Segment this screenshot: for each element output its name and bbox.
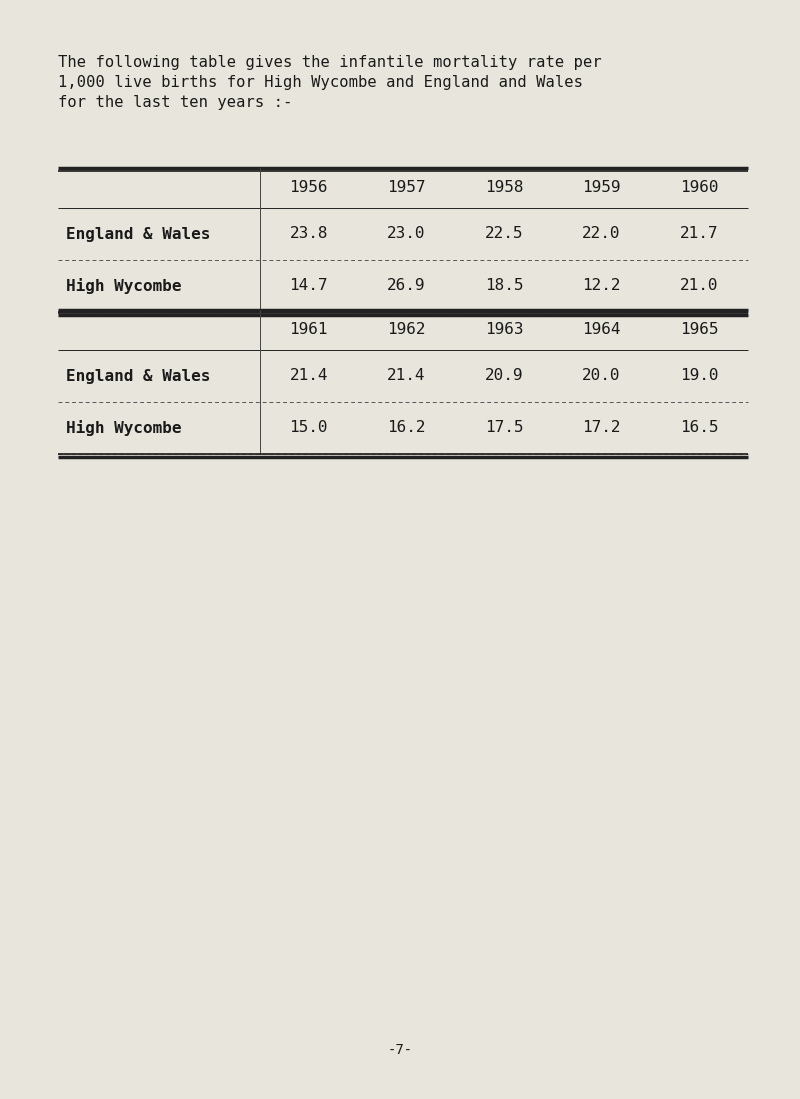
Text: 1964: 1964: [582, 322, 621, 337]
Text: 1957: 1957: [387, 180, 426, 196]
Text: 23.0: 23.0: [387, 226, 426, 242]
Text: England & Wales: England & Wales: [66, 368, 210, 384]
Text: 1965: 1965: [680, 322, 718, 337]
Text: 26.9: 26.9: [387, 278, 426, 293]
Text: High Wycombe: High Wycombe: [66, 278, 182, 295]
Text: 1963: 1963: [485, 322, 523, 337]
Text: 1959: 1959: [582, 180, 621, 196]
Text: 21.0: 21.0: [680, 278, 718, 293]
Text: 1958: 1958: [485, 180, 523, 196]
Text: 18.5: 18.5: [485, 278, 523, 293]
Text: The following table gives the infantile mortality rate per: The following table gives the infantile …: [58, 55, 602, 70]
Text: 16.2: 16.2: [387, 421, 426, 435]
Text: 21.4: 21.4: [387, 368, 426, 384]
Text: 22.5: 22.5: [485, 226, 523, 242]
Text: 1961: 1961: [290, 322, 328, 337]
Text: 17.2: 17.2: [582, 421, 621, 435]
Text: High Wycombe: High Wycombe: [66, 420, 182, 436]
Text: 1,000 live births for High Wycombe and England and Wales: 1,000 live births for High Wycombe and E…: [58, 75, 583, 90]
Text: 1960: 1960: [680, 180, 718, 196]
Text: 15.0: 15.0: [290, 421, 328, 435]
Text: 1962: 1962: [387, 322, 426, 337]
Text: England & Wales: England & Wales: [66, 226, 210, 242]
Text: 21.4: 21.4: [290, 368, 328, 384]
Text: 21.7: 21.7: [680, 226, 718, 242]
Text: 14.7: 14.7: [290, 278, 328, 293]
Text: -7-: -7-: [387, 1043, 413, 1057]
Text: 16.5: 16.5: [680, 421, 718, 435]
Text: 23.8: 23.8: [290, 226, 328, 242]
Text: 17.5: 17.5: [485, 421, 523, 435]
Text: 22.0: 22.0: [582, 226, 621, 242]
Text: 19.0: 19.0: [680, 368, 718, 384]
Text: 1956: 1956: [290, 180, 328, 196]
Text: 20.9: 20.9: [485, 368, 523, 384]
Text: 20.0: 20.0: [582, 368, 621, 384]
Text: for the last ten years :-: for the last ten years :-: [58, 95, 292, 110]
Text: 12.2: 12.2: [582, 278, 621, 293]
